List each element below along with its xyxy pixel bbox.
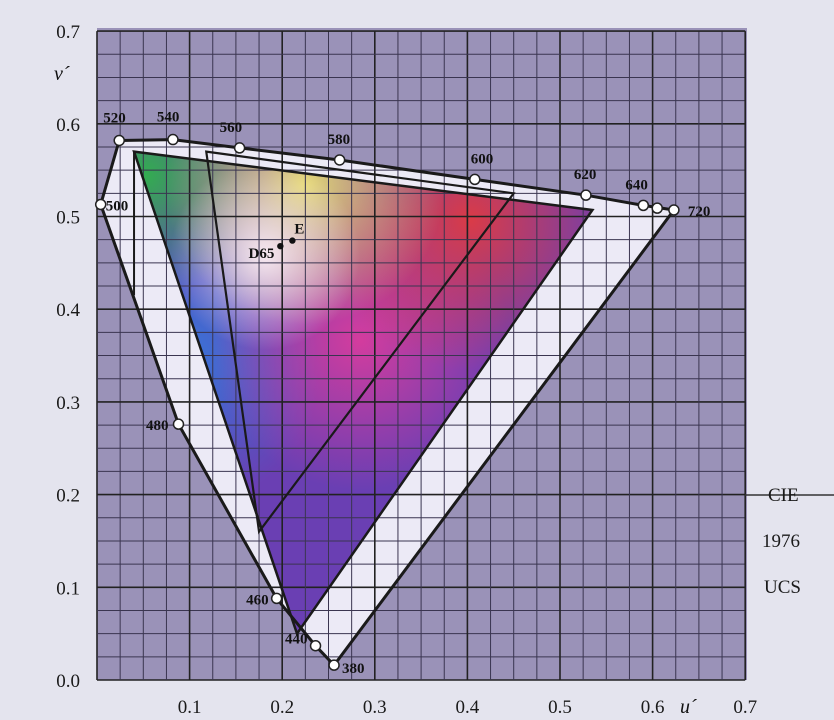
y-tick-label: 0.2: [56, 486, 80, 507]
y-tick-label: 0.3: [56, 393, 80, 414]
x-tick-label: 0.3: [363, 697, 387, 718]
wavelength-marker: [270, 592, 283, 605]
wavelength-label: 560: [220, 120, 243, 136]
y-axis-label: v´: [54, 63, 70, 85]
wavelength-label: 580: [328, 132, 351, 148]
y-tick-label: 0.5: [56, 208, 80, 229]
x-tick-label: 0.4: [456, 697, 480, 718]
wavelength-marker: [113, 134, 125, 147]
x-tick-label: 0.1: [178, 697, 202, 718]
wavelength-marker: [94, 198, 107, 211]
wavelength-marker: [580, 189, 592, 201]
wavelength-label: 540: [157, 110, 180, 126]
white-point-label: D65: [249, 246, 275, 262]
wavelength-marker: [233, 142, 246, 154]
spectral-locus-outline: [99, 138, 677, 668]
gamut-outlines: [99, 138, 677, 668]
chart-marks: 380 440 460 480 500 520 540 560 580 600 620 640 720 E…: [94, 110, 711, 677]
wavelength-marker: [668, 204, 680, 216]
axis-ticks: 0.0 0.1 0.2 0.3 0.4 0.5 0.6 0.7 0.1 0.2 0.3 0.4 0.5 0…: [56, 22, 757, 718]
wavelength-marker: [328, 659, 340, 671]
wavelength-label: 480: [146, 418, 169, 434]
wavelength-label: 520: [103, 110, 126, 126]
plot-grid: [96, 30, 747, 681]
inner-triangle-outline: [204, 150, 516, 535]
white-point-marker: [277, 242, 284, 250]
wavelength-label: 440: [285, 632, 308, 648]
wavelength-marker: [167, 133, 179, 146]
y-tick-label: 0.7: [56, 22, 80, 43]
y-tick-label: 0.6: [56, 115, 80, 136]
wavelength-marker: [172, 418, 185, 430]
gamut-triangle-outline: [132, 150, 595, 637]
y-tick-label: 0.4: [56, 300, 80, 321]
wavelength-label: 380: [342, 661, 365, 677]
side-label-1976: 1976: [762, 531, 800, 552]
wavelength-marker: [637, 199, 650, 212]
wavelength-label: 720: [688, 204, 711, 220]
wavelength-label: 500: [106, 198, 129, 214]
wavelength-marker: [651, 202, 663, 214]
side-label-cie: CIE: [768, 485, 799, 506]
x-tick-label: 0.5: [548, 697, 572, 718]
side-label-ucs: UCS: [764, 577, 801, 598]
wavelength-label: 460: [246, 592, 269, 608]
y-tick-label: 0.0: [56, 671, 80, 692]
x-tick-label: 0.7: [733, 697, 757, 718]
wavelength-marker: [333, 154, 346, 166]
x-axis-label: u´: [680, 696, 697, 718]
y-tick-label: 0.1: [56, 578, 80, 599]
white-point-label: E: [294, 222, 304, 238]
wavelength-label: 620: [574, 167, 597, 183]
wavelength-label: 600: [471, 151, 494, 167]
wavelength-label: 640: [625, 177, 648, 193]
wavelength-marker: [309, 639, 322, 652]
x-tick-label: 0.2: [270, 697, 294, 718]
x-tick-label: 0.6: [641, 697, 665, 718]
white-point-marker: [289, 237, 296, 244]
wavelength-marker: [469, 173, 481, 186]
